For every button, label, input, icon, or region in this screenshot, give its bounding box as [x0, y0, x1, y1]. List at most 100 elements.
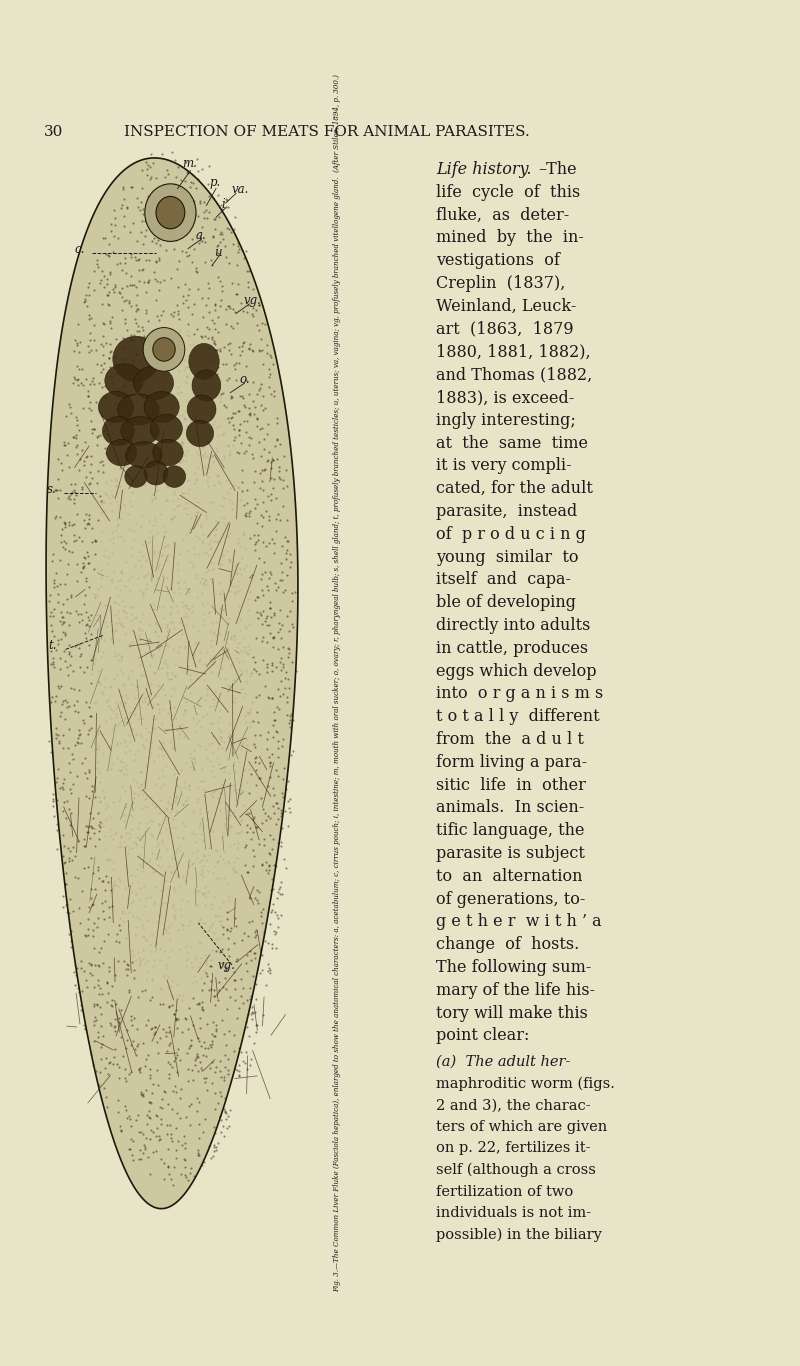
Point: [246, 911, 258, 933]
Point: [256, 852, 269, 874]
Point: [244, 817, 257, 839]
Point: [128, 407, 141, 429]
Point: [85, 888, 98, 910]
Point: [91, 255, 104, 277]
Point: [242, 270, 254, 292]
Text: parasite is subject: parasite is subject: [436, 846, 585, 862]
Point: [155, 544, 168, 566]
Point: [79, 503, 92, 525]
Point: [209, 1056, 222, 1078]
Point: [106, 851, 119, 873]
Point: [174, 938, 186, 960]
Point: [118, 189, 131, 210]
Point: [143, 682, 156, 703]
Point: [138, 641, 151, 663]
Point: [113, 579, 126, 601]
Point: [135, 515, 148, 537]
Point: [269, 572, 282, 594]
Point: [203, 1034, 216, 1056]
Point: [136, 210, 149, 232]
Point: [250, 919, 262, 941]
Point: [133, 619, 146, 641]
Point: [106, 751, 119, 773]
Point: [137, 734, 150, 755]
Point: [111, 600, 124, 622]
Point: [149, 440, 162, 462]
Point: [129, 429, 142, 451]
Text: fertilization of two: fertilization of two: [436, 1184, 574, 1198]
Point: [153, 247, 166, 269]
Point: [132, 395, 145, 417]
Point: [158, 515, 170, 537]
Point: [275, 882, 288, 904]
Point: [98, 594, 111, 616]
Point: [272, 798, 285, 820]
Point: [209, 294, 222, 316]
Point: [238, 641, 251, 663]
Point: [281, 510, 294, 531]
Point: [282, 638, 294, 660]
Point: [80, 691, 93, 713]
Point: [188, 292, 201, 314]
Point: [208, 331, 221, 352]
Point: [227, 779, 240, 800]
Point: [123, 826, 136, 848]
Point: [148, 1016, 161, 1038]
Point: [106, 533, 119, 555]
Point: [86, 817, 98, 839]
Point: [47, 653, 60, 675]
Point: [170, 785, 182, 807]
Point: [205, 893, 218, 915]
Point: [226, 234, 239, 255]
Point: [233, 632, 246, 654]
Point: [196, 422, 209, 444]
Point: [180, 596, 193, 617]
Point: [45, 601, 58, 623]
Point: [69, 329, 82, 351]
Point: [113, 378, 126, 400]
Point: [146, 484, 158, 505]
Point: [122, 959, 134, 981]
Point: [264, 766, 277, 788]
Point: [178, 615, 191, 637]
Point: [109, 276, 122, 298]
Point: [67, 366, 80, 388]
Point: [197, 999, 210, 1020]
Text: vestigations  of: vestigations of: [436, 253, 560, 269]
Point: [175, 914, 188, 936]
Point: [93, 814, 106, 836]
Point: [161, 415, 174, 437]
Point: [153, 1126, 166, 1147]
Point: [229, 555, 242, 576]
Point: [68, 426, 81, 448]
Point: [215, 223, 228, 245]
Point: [254, 568, 267, 590]
Point: [154, 503, 166, 525]
Point: [216, 639, 229, 661]
Point: [91, 253, 104, 275]
Point: [228, 754, 241, 776]
Point: [250, 775, 263, 796]
Point: [166, 713, 179, 735]
Point: [213, 754, 226, 776]
Point: [147, 514, 160, 535]
Point: [120, 197, 133, 219]
Point: [219, 967, 232, 989]
Point: [90, 738, 103, 759]
Point: [100, 850, 113, 872]
Point: [218, 507, 230, 529]
Point: [85, 1044, 98, 1065]
Point: [46, 788, 59, 810]
Point: [116, 675, 129, 697]
Point: [250, 627, 262, 649]
Point: [198, 1108, 211, 1130]
Point: [154, 235, 166, 257]
Point: [128, 324, 141, 346]
Point: [112, 570, 125, 591]
Point: [238, 836, 251, 858]
Point: [179, 1156, 192, 1177]
Point: [144, 361, 157, 382]
Point: [134, 952, 146, 974]
Point: [196, 582, 209, 604]
Point: [112, 355, 125, 377]
